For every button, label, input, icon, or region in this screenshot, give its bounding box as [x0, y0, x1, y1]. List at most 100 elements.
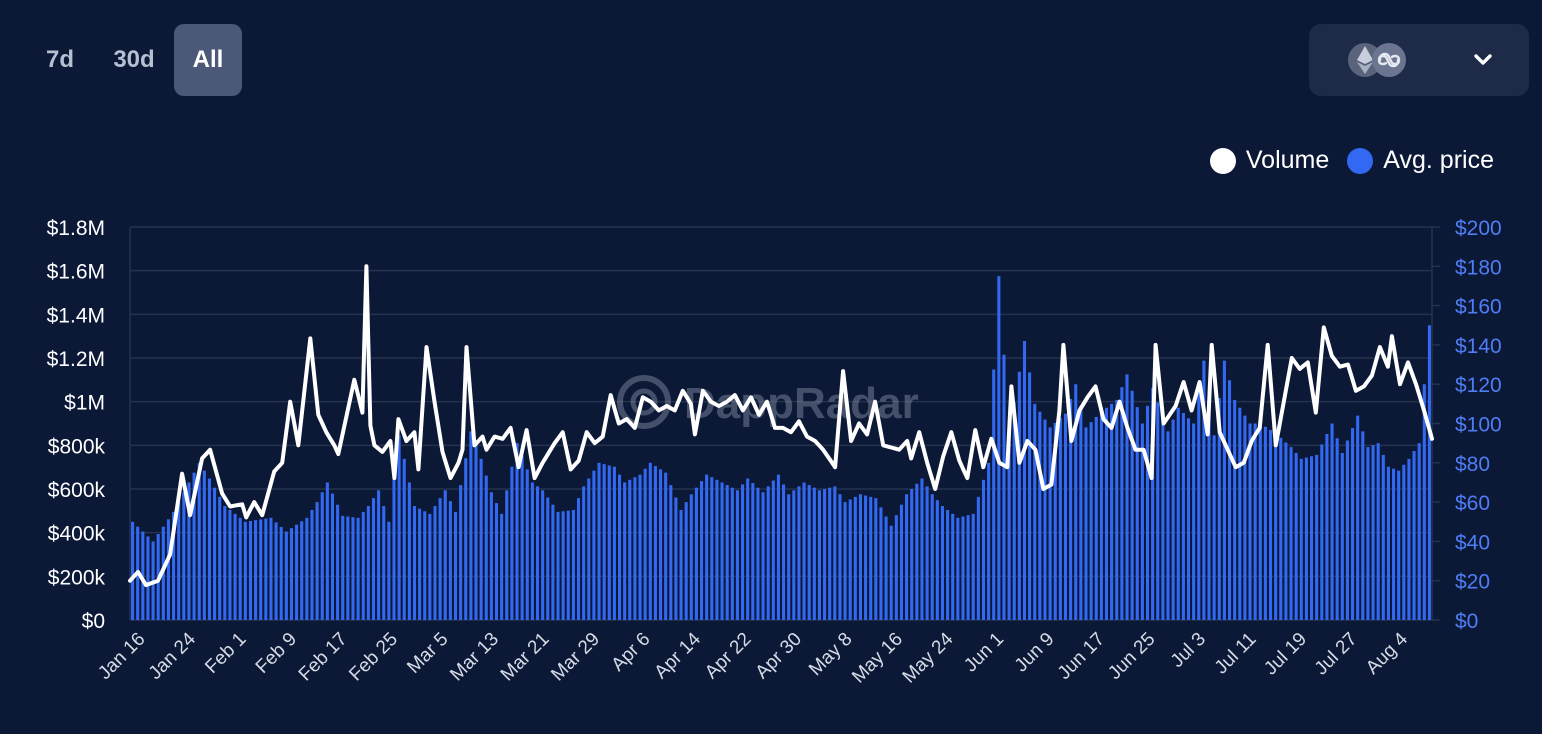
volume-line — [128, 264, 1434, 588]
avg-price-bar — [371, 498, 376, 620]
avg-price-bar — [746, 478, 750, 620]
avg-price-bar — [1412, 451, 1416, 620]
avg-price-bar — [207, 478, 211, 620]
avg-price-bar — [243, 521, 247, 620]
avg-price-bar — [412, 506, 417, 620]
avg-price-bar — [469, 431, 473, 620]
avg-price-bar — [351, 517, 355, 620]
avg-price-bar — [423, 511, 427, 620]
avg-price-bar — [1038, 411, 1042, 620]
avg-price-bar — [802, 482, 806, 620]
avg-price-bar — [341, 515, 345, 620]
avg-price-bar — [1289, 447, 1293, 620]
avg-price-bar — [535, 486, 540, 620]
x-tick-label: Apr 14 — [651, 628, 706, 683]
avg-price-bar — [935, 500, 939, 620]
avg-price-bar — [689, 494, 693, 620]
avg-price-bar — [1181, 413, 1185, 620]
avg-price-bar — [1012, 402, 1016, 620]
avg-price-bar — [1125, 374, 1129, 620]
avg-price-bar — [710, 477, 714, 620]
x-tick-label: Apr 6 — [608, 629, 655, 676]
avg-price-bar — [315, 502, 319, 620]
avg-price-bar — [397, 435, 401, 620]
avg-price-bar — [1022, 340, 1027, 620]
avg-price-bar — [843, 502, 847, 620]
avg-price-bar — [1166, 431, 1170, 620]
avg-price-bar — [669, 485, 673, 620]
chain-selector-dropdown[interactable] — [1309, 24, 1529, 96]
avg-price-bar — [761, 492, 765, 620]
avg-price-bar — [387, 521, 391, 620]
avg-price-bar — [1192, 423, 1196, 620]
avg-price-bar — [1284, 442, 1288, 620]
avg-price-bar — [1294, 452, 1298, 620]
avg-price-bar — [1043, 419, 1047, 620]
avg-price-bar — [520, 456, 524, 620]
avg-price-bar — [1274, 433, 1278, 620]
avg-price-bar — [182, 492, 186, 620]
avg-price-bar — [177, 502, 181, 620]
avg-price-bar — [1304, 457, 1308, 620]
avg-price-bar — [202, 470, 206, 620]
avg-price-bar — [1351, 428, 1355, 620]
avg-price-bar — [664, 472, 668, 620]
x-tick-label: Mar 29 — [547, 629, 604, 686]
avg-price-bar — [325, 482, 329, 620]
avg-price-bar — [633, 477, 637, 620]
x-tick-label: Jan 16 — [94, 629, 149, 684]
avg-price-bar — [1033, 403, 1037, 620]
avg-price-bar — [643, 468, 647, 620]
avg-price-bar — [930, 494, 934, 620]
avg-price-bar — [628, 479, 632, 620]
watermark-logo-icon — [617, 375, 671, 429]
avg-price-bar — [402, 458, 406, 620]
avg-price-bar — [853, 496, 857, 620]
avg-price-bar — [612, 466, 616, 620]
avg-price-bar — [320, 492, 324, 620]
x-tick-label: May 16 — [848, 629, 907, 688]
avg-price-bar — [1227, 380, 1232, 620]
tab-30d[interactable]: 30d — [113, 46, 155, 73]
y-tick-right: $160 — [1455, 296, 1502, 319]
legend-item-volume[interactable]: Volume — [1209, 146, 1329, 175]
watermark-logo-inner — [630, 388, 658, 416]
avg-price-bar — [172, 511, 176, 620]
avg-price-bar — [279, 526, 283, 620]
avg-price-bar — [869, 496, 873, 620]
avg-price-bar — [197, 462, 201, 620]
x-tick-label: Jun 1 — [960, 629, 1008, 677]
y-tick-left: $200k — [48, 566, 106, 589]
avg-price-bar — [715, 479, 719, 620]
avg-price-bar — [1115, 399, 1119, 620]
y-tick-right: $180 — [1455, 256, 1502, 279]
legend-item-avg-price[interactable]: Avg. price — [1347, 146, 1494, 175]
tab-all[interactable]: All — [174, 24, 242, 96]
avg-price-bar — [166, 519, 170, 620]
x-tick-label: Jun 17 — [1054, 629, 1109, 684]
avg-price-bar — [725, 485, 729, 620]
avg-price-bar — [997, 276, 1001, 620]
y-tick-right: $140 — [1455, 335, 1502, 358]
tab-7d[interactable]: 7d — [45, 46, 74, 73]
avg-price-bar — [602, 464, 606, 620]
avg-price-bar — [305, 517, 309, 620]
avg-price-bar — [925, 486, 929, 620]
avg-price-bar — [1325, 433, 1329, 620]
avg-price-bar — [546, 497, 550, 620]
avg-price-bar — [213, 487, 217, 620]
avg-price-bar — [551, 504, 555, 620]
x-tick-label: Apr 22 — [701, 629, 755, 683]
avg-price-bar — [874, 498, 878, 620]
y-tick-right: $100 — [1455, 414, 1502, 437]
avg-price-bar — [510, 466, 514, 620]
avg-price-bar — [300, 521, 304, 620]
avg-price-bar — [920, 478, 924, 620]
x-tick-label: Jul 11 — [1211, 629, 1261, 679]
avg-price-bar — [971, 513, 975, 620]
y-tick-left: $1.6M — [47, 261, 105, 284]
avg-price-bar — [694, 487, 698, 620]
y-tick-right: $20 — [1455, 571, 1490, 594]
avg-price-bar — [894, 515, 898, 620]
avg-price-bar — [1315, 454, 1319, 620]
